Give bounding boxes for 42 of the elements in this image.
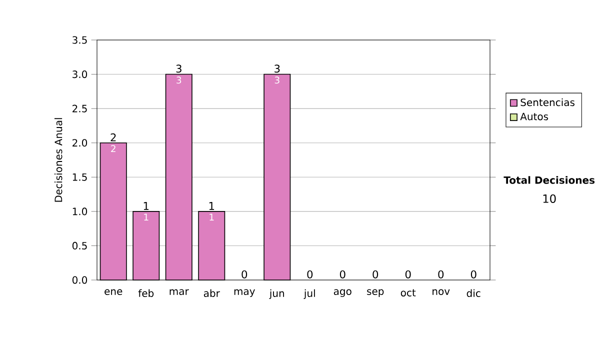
y-axis-title: Decisiones Anual: [54, 118, 62, 202]
legend-label: Autos: [520, 112, 548, 120]
data-label: 1: [210, 214, 214, 220]
y-tick-label: 2.5: [72, 104, 87, 112]
x-tick-label: sep: [367, 289, 384, 297]
total-label: 0: [405, 270, 411, 278]
total-label: 0: [372, 270, 378, 278]
y-tick-label: 1.5: [72, 173, 87, 181]
total-label: 0: [242, 270, 248, 278]
data-label: 3: [274, 76, 280, 84]
y-tick-label: 3.5: [72, 36, 87, 44]
total-label: 0: [470, 270, 476, 278]
x-tick-label: oct: [400, 289, 416, 296]
x-tick-label: ago: [334, 289, 352, 297]
total-label: 0: [340, 270, 346, 278]
x-tick-label: nov: [432, 289, 450, 296]
total-label: 3: [176, 64, 182, 73]
y-tick-label: 3.0: [72, 70, 88, 78]
x-tick-label: jun: [269, 289, 284, 299]
x-tick-label: mar: [170, 289, 189, 296]
y-tick-label: 0.0: [72, 276, 88, 284]
text: 10: [543, 194, 556, 203]
total-label: 1: [144, 202, 149, 210]
y-tick-label: 2.0: [72, 139, 88, 147]
x-tick-label: dic: [466, 289, 480, 298]
data-label: 3: [176, 76, 182, 84]
text: Total Decisiones: [504, 176, 595, 184]
y-tick-label: 0.5: [72, 242, 87, 250]
x-tick-label: may: [234, 289, 255, 297]
x-tick-label: jul: [304, 289, 315, 299]
x-tick-label: ene: [104, 289, 122, 296]
x-tick-label: abr: [204, 289, 220, 298]
y-tick-label: 1.0: [72, 208, 88, 216]
total-label: 2: [110, 133, 116, 142]
data-label: 1: [144, 214, 148, 220]
total-label: 1: [209, 202, 214, 210]
x-tick-label: feb: [138, 289, 154, 298]
total-label: 3: [274, 64, 280, 73]
total-label: 0: [307, 270, 313, 278]
data-label: 2: [111, 145, 116, 152]
total-label: 0: [438, 270, 444, 278]
legend-label: Sentencias: [520, 98, 575, 106]
